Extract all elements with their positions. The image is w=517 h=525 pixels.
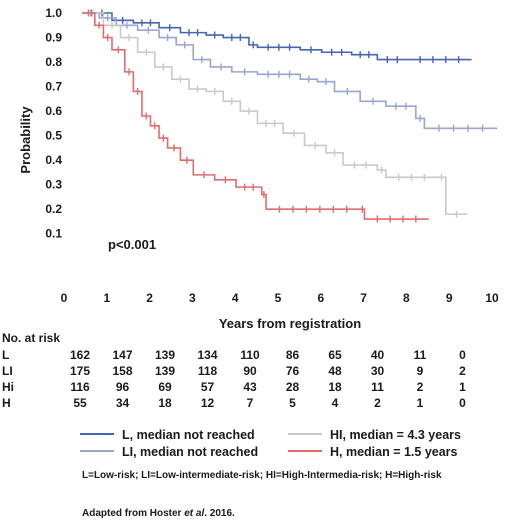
risk-cell: 2	[374, 396, 381, 410]
risk-table-title: No. at risk	[2, 331, 61, 345]
x-tick-label: 10	[485, 291, 499, 305]
risk-row-label: L	[2, 348, 10, 362]
risk-cell: 162	[69, 348, 91, 362]
risk-cell: 43	[243, 380, 257, 394]
risk-cell: 4	[331, 396, 339, 410]
y-tick-label: 0.6	[45, 104, 62, 118]
legend-item: HI, median = 4.3 years	[288, 428, 461, 444]
risk-cell: 5	[289, 396, 296, 410]
y-tick-label: 0.4	[45, 153, 62, 167]
p-value-annotation: p<0.001	[108, 237, 156, 252]
risk-row: LI 175 158 139 118 90 76 48 30 9 2	[0, 364, 517, 380]
legend-swatch	[80, 449, 114, 452]
x-tick-label: 6	[317, 291, 324, 305]
risk-cell: 48	[328, 364, 342, 378]
risk-row-label: H	[2, 396, 11, 410]
risk-cell: 175	[69, 364, 91, 378]
risk-cell: 90	[243, 364, 257, 378]
risk-cell: 96	[115, 380, 130, 394]
y-ticks: 0.1 0.2 0.3 0.4 0.5 0.6 0.7 0.8 0.9 1.0	[45, 6, 62, 241]
y-tick-label: 0.7	[45, 80, 62, 94]
source-suffix: . 2016.	[204, 508, 235, 519]
risk-cell: 11	[371, 380, 384, 394]
legend-swatch	[80, 432, 114, 435]
risk-cell: 55	[73, 396, 87, 410]
survival-curve	[82, 12, 429, 220]
legend-item: L, median not reached	[80, 428, 255, 444]
risk-cell: 86	[285, 348, 300, 362]
x-tick-label: 4	[232, 291, 239, 305]
risk-cell: 11	[413, 348, 427, 362]
legend: L, median not reached HI, median = 4.3 ye…	[80, 428, 500, 468]
y-tick-label: 0.1	[45, 227, 62, 241]
survival-curve	[82, 12, 498, 130]
footnote: L=Low-risk; LI=Low-intermediate-risk; HI…	[82, 470, 442, 481]
x-axis-title: Years from registration	[219, 316, 361, 331]
legend-item: H, median = 1.5 years	[288, 445, 458, 461]
risk-row: L 162 147 139 134 110 86 65 40 11 0	[0, 348, 517, 364]
risk-cell: 7	[246, 396, 254, 410]
risk-row-label: LI	[2, 364, 13, 378]
risk-cell: 118	[197, 364, 218, 378]
risk-cell: 65	[328, 348, 342, 362]
risk-cell: 134	[197, 348, 218, 362]
risk-cell: 18	[328, 380, 342, 394]
risk-cell: 34	[115, 396, 130, 410]
x-tick-label: 7	[360, 291, 367, 305]
risk-cell: 139	[154, 348, 176, 362]
risk-cell: 28	[285, 380, 300, 394]
y-tick-label: 0.8	[45, 55, 62, 69]
risk-cell: 40	[370, 348, 385, 362]
source-italic: et al	[184, 508, 205, 519]
x-tick-label: 5	[275, 291, 282, 305]
risk-cell: 69	[158, 380, 172, 394]
legend-swatch	[288, 449, 322, 452]
risk-cell: 139	[154, 364, 176, 378]
risk-cell: 9	[416, 364, 424, 378]
legend-label: HI, median = 4.3 years	[330, 428, 461, 442]
series-group	[82, 9, 498, 223]
y-axis-title: Probability	[18, 106, 33, 174]
y-tick-label: 0.9	[45, 31, 62, 45]
risk-cell: 0	[459, 348, 466, 362]
x-tick-label: 1	[103, 291, 110, 305]
legend-item: LI, median not reached	[80, 445, 258, 461]
source-citation: Adapted from Hoster et al. 2016.	[82, 508, 235, 519]
risk-cell: 18	[158, 396, 172, 410]
risk-row: Hi 116 96 69 57 43 28 18 11 2 1	[0, 380, 517, 396]
x-tick-label: 0	[61, 291, 68, 305]
risk-cell: 0	[459, 396, 466, 410]
kaplan-meier-plot: 0.1 0.2 0.3 0.4 0.5 0.6 0.7 0.8 0.9 1.0 0 1 2 3 4 5 6 7 8…	[18, 6, 499, 331]
x-tick-label: 3	[189, 291, 196, 305]
x-tick-label: 8	[403, 291, 410, 305]
legend-swatch	[288, 432, 322, 435]
legend-label: LI, median not reached	[122, 445, 259, 459]
risk-cell: 110	[240, 348, 260, 362]
risk-cell: 116	[70, 380, 90, 394]
y-tick-label: 0.2	[45, 202, 62, 216]
y-tick-label: 0.3	[45, 178, 62, 192]
risk-cell: 158	[112, 364, 133, 378]
x-tick-label: 9	[446, 291, 453, 305]
risk-cell: 57	[200, 380, 215, 394]
risk-row: H 55 34 18 12 7 5 4 2 1 0	[0, 396, 517, 412]
risk-cell: 2	[416, 380, 424, 394]
risk-cell: 1	[416, 396, 424, 410]
risk-cell: 147	[112, 348, 133, 362]
legend-label: L, median not reached	[122, 428, 255, 442]
risk-row-label: Hi	[2, 380, 14, 394]
x-tick-label: 2	[146, 291, 153, 305]
risk-cell: 1	[459, 380, 466, 394]
y-tick-label: 0.5	[45, 129, 62, 143]
survival-curve	[82, 12, 468, 215]
y-tick-label: 1.0	[45, 6, 62, 20]
risk-cell: 30	[370, 364, 385, 378]
legend-label: H, median = 1.5 years	[330, 445, 458, 459]
risk-cell: 12	[200, 396, 215, 410]
risk-cell: 76	[285, 364, 300, 378]
source-prefix: Adapted from Hoster	[82, 508, 185, 519]
risk-cell: 2	[459, 364, 466, 378]
x-ticks: 0 1 2 3 4 5 6 7 8 9 10	[61, 291, 499, 305]
